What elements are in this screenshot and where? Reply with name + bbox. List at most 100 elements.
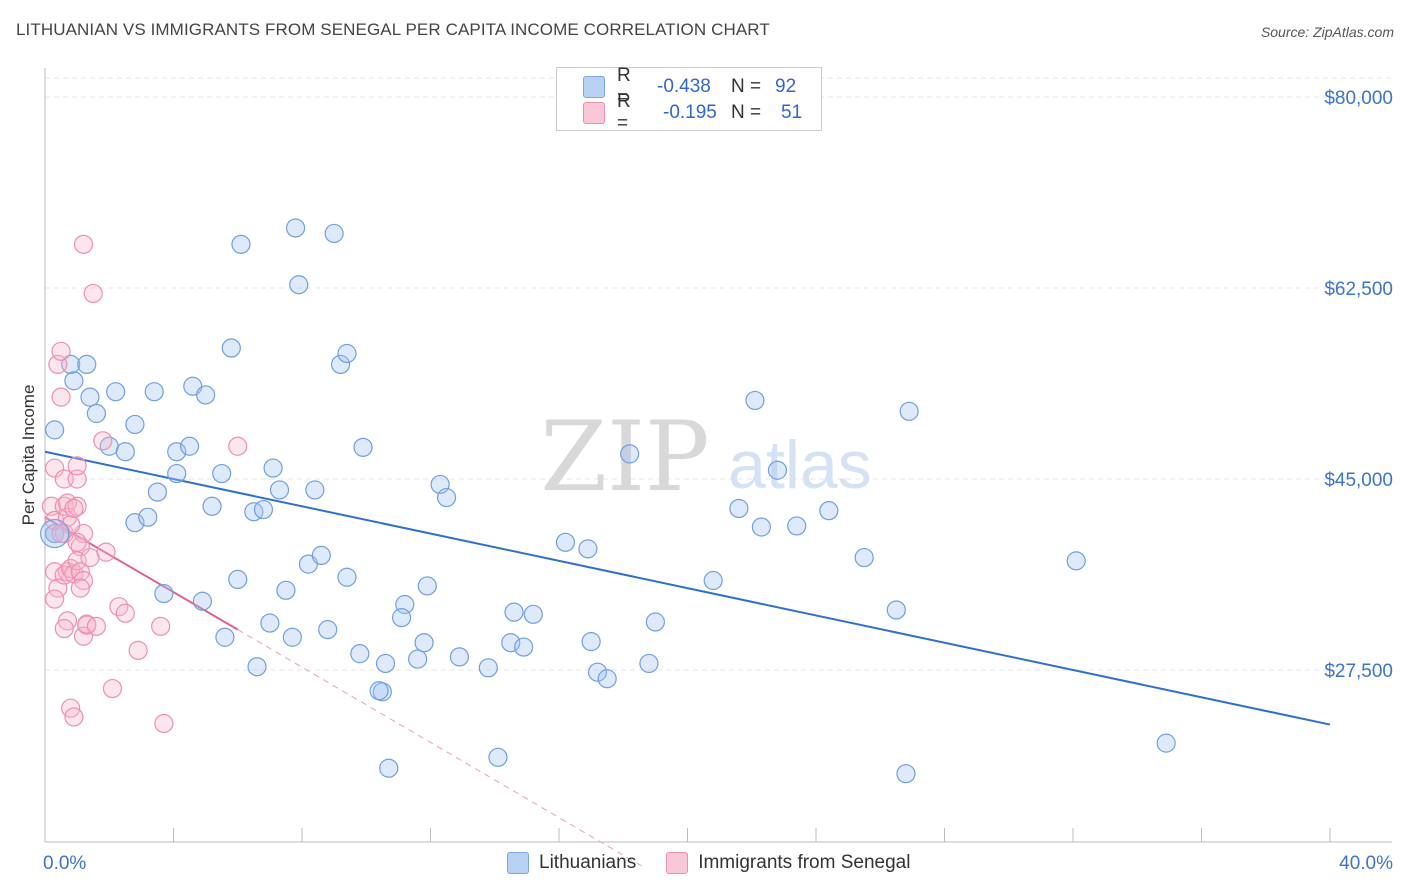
bottom-legend-label-lithuanians: Lithuanians bbox=[539, 852, 637, 873]
point-lithuanians bbox=[276, 580, 296, 600]
point-lithuanians bbox=[311, 545, 331, 566]
y-tick-label: $62,500 bbox=[1324, 279, 1393, 300]
point-lithuanians bbox=[488, 747, 508, 767]
point-lithuanians bbox=[86, 403, 107, 424]
point-lithuanians bbox=[337, 567, 357, 587]
point-lithuanians bbox=[260, 613, 280, 633]
point-lithuanians bbox=[645, 612, 665, 632]
point-senegal bbox=[115, 603, 135, 623]
point-lithuanians bbox=[263, 458, 283, 478]
legend-swatch-lithuanians bbox=[583, 76, 605, 98]
point-lithuanians bbox=[414, 633, 434, 653]
point-senegal bbox=[73, 234, 94, 254]
watermark: ZIP atlas bbox=[540, 401, 871, 513]
point-lithuanians bbox=[350, 644, 370, 664]
point-senegal bbox=[64, 707, 84, 727]
point-lithuanians bbox=[767, 460, 788, 480]
point-senegal bbox=[51, 341, 71, 361]
y-tick-label: $80,000 bbox=[1324, 88, 1393, 109]
point-lithuanians bbox=[64, 371, 84, 391]
point-lithuanians bbox=[819, 501, 839, 521]
point-lithuanians bbox=[597, 669, 617, 689]
point-lithuanians bbox=[330, 354, 351, 374]
source-label: Source: ZipAtlas.com bbox=[1260, 24, 1394, 40]
point-lithuanians bbox=[138, 507, 158, 527]
point-senegal bbox=[67, 532, 87, 552]
trend-line-senegal bbox=[44, 516, 239, 631]
point-lithuanians bbox=[115, 442, 135, 462]
legend-swatch-senegal bbox=[583, 102, 605, 124]
point-lithuanians bbox=[555, 532, 576, 552]
point-lithuanians bbox=[337, 343, 357, 364]
point-senegal bbox=[102, 678, 123, 699]
point-senegal bbox=[70, 578, 90, 598]
point-lithuanians bbox=[408, 649, 428, 669]
point-lithuanians bbox=[215, 627, 235, 647]
bottom-legend-label-senegal: Immigrants from Senegal bbox=[698, 852, 911, 873]
data-points bbox=[40, 218, 1176, 784]
point-lithuanians bbox=[353, 437, 373, 457]
point-lithuanians bbox=[147, 482, 168, 502]
point-lithuanians bbox=[436, 487, 457, 508]
point-lithuanians bbox=[45, 420, 65, 440]
point-lithuanians bbox=[514, 637, 534, 657]
point-lithuanians bbox=[144, 382, 164, 402]
point-senegal bbox=[67, 496, 87, 516]
bottom-legend: Lithuanians Immigrants from Senegal bbox=[507, 852, 940, 874]
point-lithuanians bbox=[478, 658, 498, 678]
point-senegal bbox=[80, 547, 100, 568]
point-lithuanians bbox=[167, 463, 187, 484]
x-tick-label: 0.0% bbox=[43, 853, 86, 874]
bottom-legend-lithuanians: Lithuanians bbox=[507, 852, 636, 874]
point-lithuanians bbox=[1156, 733, 1176, 753]
point-lithuanians bbox=[45, 523, 65, 544]
chart-title: LITHUANIAN VS IMMIGRANTS FROM SENEGAL PE… bbox=[16, 20, 770, 39]
point-lithuanians bbox=[886, 600, 906, 620]
legend-r-value: -0.195 bbox=[663, 102, 717, 123]
point-lithuanians bbox=[221, 338, 241, 358]
point-senegal bbox=[67, 469, 87, 489]
point-lithuanians bbox=[196, 385, 216, 405]
point-lithuanians bbox=[787, 516, 807, 536]
watermark-zip: ZIP bbox=[540, 401, 709, 513]
point-lithuanians bbox=[324, 223, 344, 244]
point-lithuanians bbox=[179, 436, 200, 456]
legend-r-label: R = bbox=[617, 91, 631, 134]
point-lithuanians bbox=[305, 480, 325, 500]
point-lithuanians bbox=[417, 576, 437, 596]
point-lithuanians bbox=[269, 480, 290, 500]
point-lithuanians bbox=[587, 662, 608, 682]
point-lithuanians bbox=[106, 382, 126, 402]
legend-n-label: N = bbox=[731, 76, 762, 97]
y-axis-label: Per Capita Income bbox=[19, 385, 38, 526]
point-lithuanians bbox=[391, 608, 412, 628]
point-lithuanians bbox=[375, 653, 396, 674]
point-lithuanians bbox=[578, 539, 598, 559]
legend-n-value: 92 bbox=[775, 76, 797, 97]
point-lithuanians bbox=[369, 681, 389, 701]
trend-line-senegal-extension bbox=[237, 629, 643, 867]
point-lithuanians bbox=[231, 234, 251, 254]
legend-n-value: 51 bbox=[781, 102, 803, 123]
legend-r-label: R = bbox=[617, 65, 631, 108]
point-lithuanians bbox=[125, 414, 145, 435]
point-lithuanians bbox=[854, 547, 874, 568]
point-lithuanians bbox=[247, 657, 267, 677]
point-senegal bbox=[45, 458, 65, 478]
point-lithuanians bbox=[125, 513, 145, 533]
point-senegal bbox=[86, 616, 107, 636]
y-tick-label: $45,000 bbox=[1324, 470, 1393, 491]
point-lithuanians-large bbox=[40, 518, 70, 549]
point-lithuanians bbox=[282, 627, 302, 647]
point-senegal bbox=[151, 616, 171, 636]
point-lithuanians bbox=[167, 442, 187, 462]
point-senegal bbox=[45, 589, 65, 609]
point-lithuanians bbox=[192, 591, 213, 611]
legend-r-value: -0.438 bbox=[657, 76, 711, 97]
point-lithuanians bbox=[620, 444, 640, 464]
point-lithuanians bbox=[729, 498, 749, 519]
point-lithuanians bbox=[1066, 551, 1086, 571]
point-lithuanians bbox=[896, 764, 916, 784]
trend-lines bbox=[44, 450, 1331, 867]
